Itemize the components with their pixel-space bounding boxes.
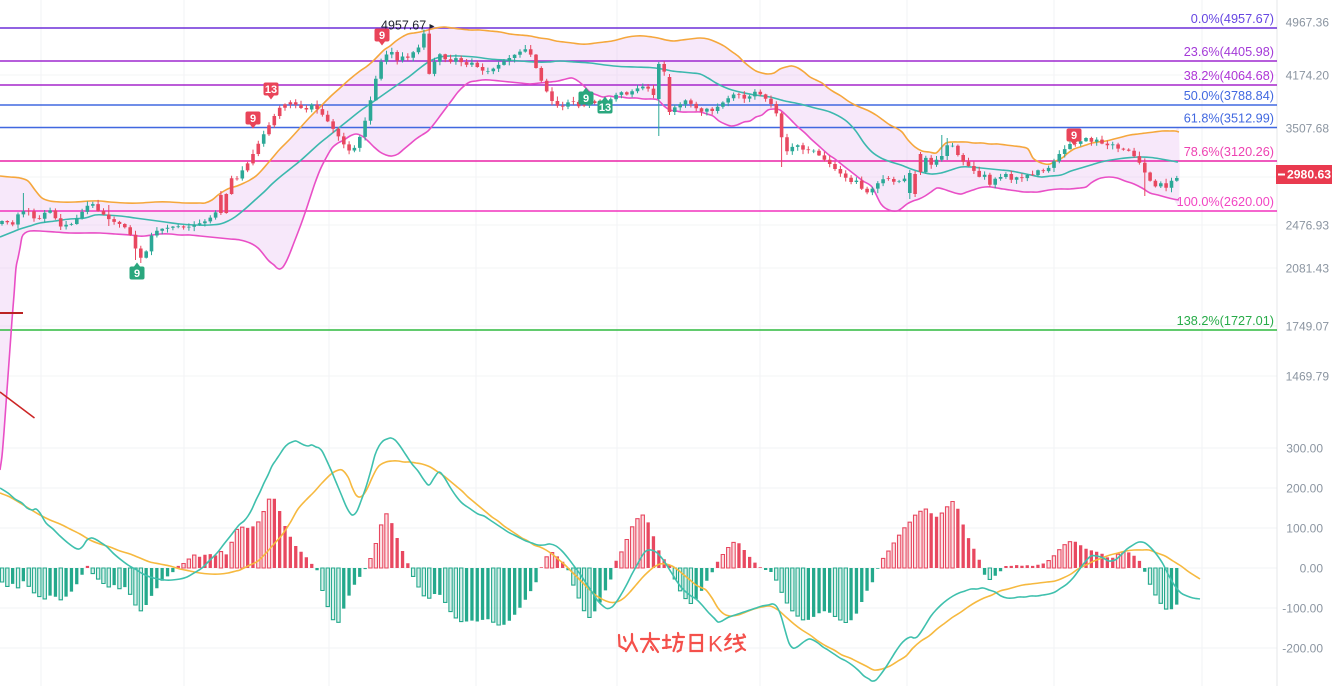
svg-text:13: 13 <box>265 84 277 96</box>
svg-text:3507.68: 3507.68 <box>1286 122 1330 136</box>
svg-text:2476.93: 2476.93 <box>1286 219 1330 233</box>
svg-text:1469.79: 1469.79 <box>1286 370 1330 384</box>
svg-text:9: 9 <box>1071 130 1077 142</box>
svg-text:13: 13 <box>599 102 611 114</box>
svg-text:2081.43: 2081.43 <box>1286 262 1330 276</box>
svg-text:78.6%(3120.26): 78.6%(3120.26) <box>1184 145 1274 159</box>
svg-text:1749.07: 1749.07 <box>1286 320 1330 334</box>
svg-text:100.0%(2620.00): 100.0%(2620.00) <box>1177 195 1274 209</box>
svg-text:4174.20: 4174.20 <box>1286 69 1330 83</box>
svg-text:61.8%(3512.99): 61.8%(3512.99) <box>1184 112 1274 126</box>
svg-text:0.0%(4957.67): 0.0%(4957.67) <box>1191 12 1274 26</box>
svg-text:9: 9 <box>583 93 589 105</box>
svg-text:9: 9 <box>250 113 256 125</box>
svg-text:100.00: 100.00 <box>1286 522 1323 536</box>
svg-text:-100.00: -100.00 <box>1282 602 1323 616</box>
svg-text:4967.36: 4967.36 <box>1286 16 1330 30</box>
svg-text:2980.63: 2980.63 <box>1287 168 1331 182</box>
svg-text:9: 9 <box>379 30 385 42</box>
svg-text:-200.00: -200.00 <box>1282 642 1323 656</box>
svg-text:200.00: 200.00 <box>1286 482 1323 496</box>
svg-text:9: 9 <box>134 268 140 280</box>
svg-text:4957.67: 4957.67 <box>381 19 426 33</box>
svg-text:38.2%(4064.68): 38.2%(4064.68) <box>1184 69 1274 83</box>
svg-text:138.2%(1727.01): 138.2%(1727.01) <box>1177 314 1274 328</box>
svg-text:300.00: 300.00 <box>1286 442 1323 456</box>
svg-text:50.0%(3788.84): 50.0%(3788.84) <box>1184 89 1274 103</box>
svg-text:K: K <box>708 632 723 657</box>
svg-text:23.6%(4405.98): 23.6%(4405.98) <box>1184 45 1274 59</box>
svg-text:0.00: 0.00 <box>1300 562 1324 576</box>
